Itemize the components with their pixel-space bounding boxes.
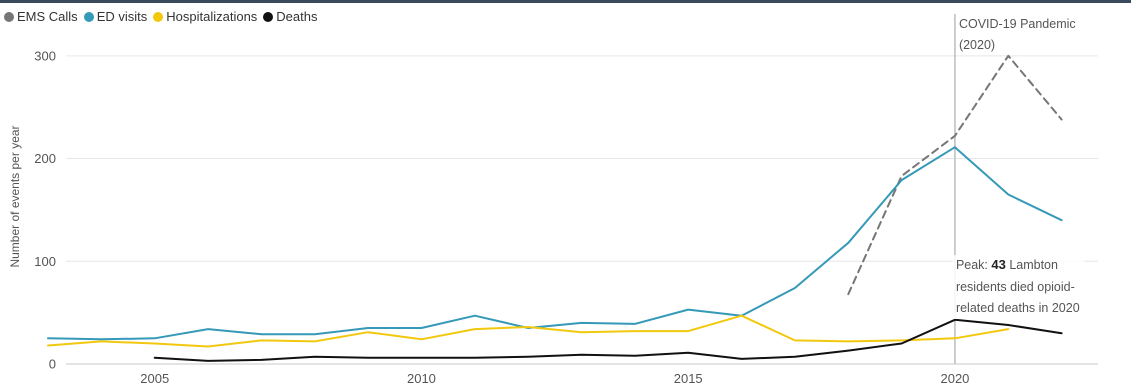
legend-marker-icon	[4, 11, 14, 22]
peak-suffix: Lambton	[1006, 258, 1058, 272]
annotation-labels: COVID-19 Pandemic (2020) Peak: 43 Lambton r…	[952, 17, 1085, 319]
x-tick-label: 2005	[140, 371, 169, 385]
peak-callout-line: residents died opioid-	[956, 280, 1075, 294]
peak-callout-line: related deaths in 2020	[956, 301, 1080, 315]
covid-annotation-line: (2020)	[959, 38, 995, 52]
legend-marker-icon	[263, 11, 274, 22]
legend-marker-icon	[153, 11, 164, 22]
header-rule	[0, 0, 1131, 3]
series-line-ems-calls	[847, 54, 1063, 296]
legend-marker-icon	[83, 11, 94, 22]
x-tick-label: 2010	[407, 371, 436, 385]
series-line-ed-visits	[47, 146, 1063, 341]
y-tick-label: 0	[49, 357, 56, 372]
gridlines	[66, 55, 1098, 262]
x-tick-label: 2015	[674, 371, 703, 385]
covid-annotation-line: COVID-19 Pandemic	[959, 17, 1076, 31]
legend-item-ems-calls[interactable]: EMS Calls	[4, 9, 78, 24]
series-line-deaths	[153, 318, 1063, 362]
legend-label: Hospitalizations	[166, 9, 258, 24]
legend-item-ed-visits[interactable]: ED visits	[83, 9, 148, 24]
legend: EMS Calls ED visits Hospitalizations Dea…	[4, 9, 324, 24]
peak-callout-line: Peak: 43 Lambton	[956, 257, 1058, 272]
peak-callout-bg	[952, 255, 1085, 319]
peak-value: 43	[991, 257, 1005, 272]
y-axis-title: Number of events per year	[8, 125, 22, 267]
legend-label: ED visits	[96, 9, 148, 24]
peak-prefix: Peak:	[956, 258, 991, 272]
legend-label: EMS Calls	[17, 9, 78, 24]
y-tick-label: 200	[34, 151, 56, 166]
series-lines	[47, 54, 1063, 362]
axes: 0 100 200 300 2005 2010 2015 2020 Number of even…	[8, 48, 1098, 385]
legend-label: Deaths	[276, 9, 318, 24]
series-line-hospitalizations	[47, 314, 1010, 348]
y-tick-label: 300	[34, 48, 56, 63]
x-tick-label: 2020	[940, 371, 969, 385]
legend-item-hospitalizations[interactable]: Hospitalizations	[153, 9, 257, 24]
y-tick-label: 100	[34, 254, 56, 269]
legend-item-deaths[interactable]: Deaths	[263, 9, 318, 24]
